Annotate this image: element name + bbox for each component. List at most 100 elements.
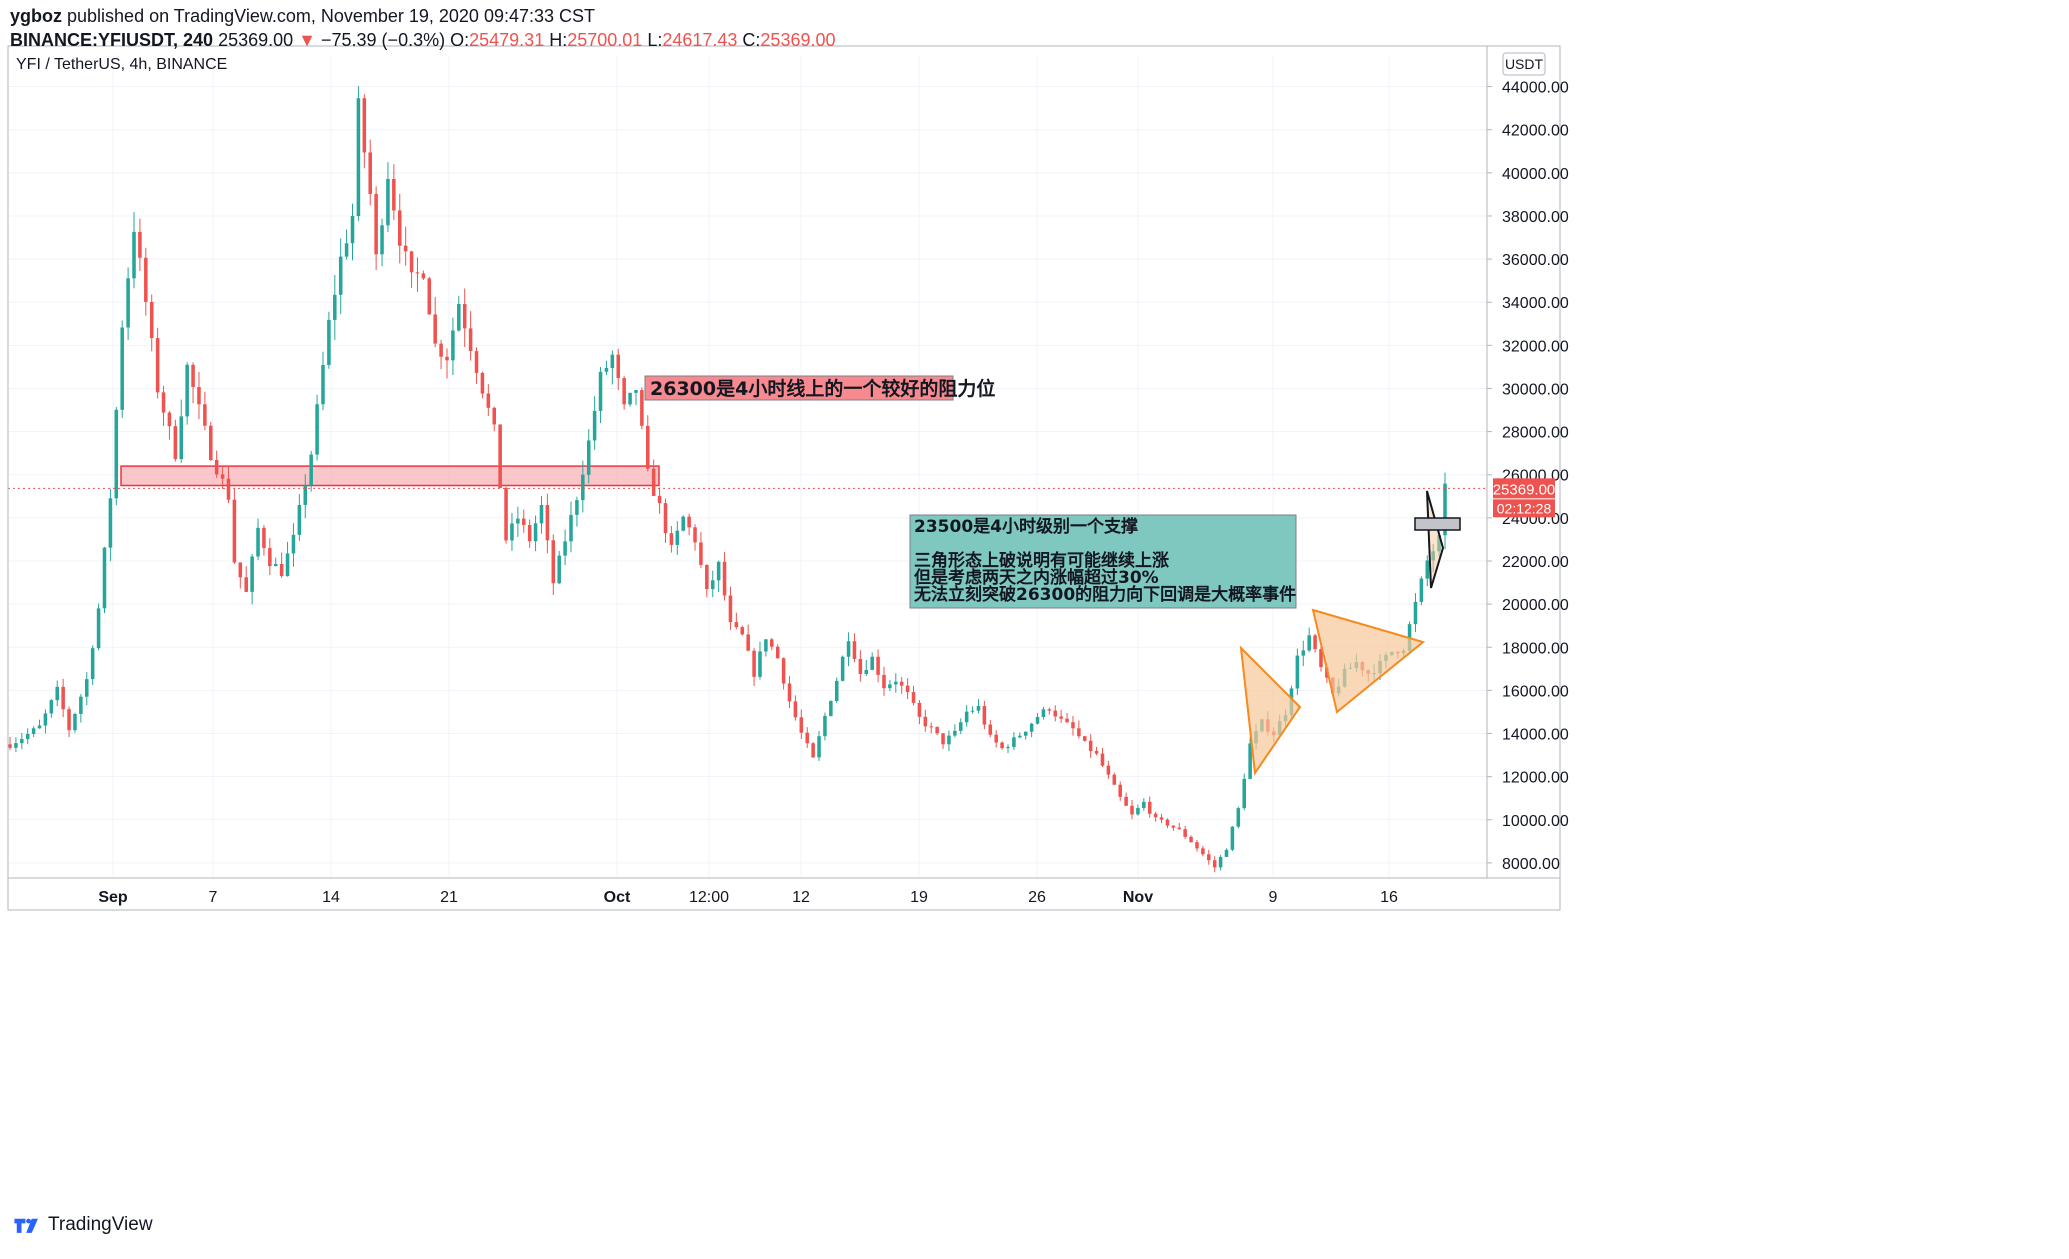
candle-body (386, 178, 390, 226)
candle-body (728, 595, 733, 623)
candle-body (167, 412, 172, 427)
y-tick-label: 22000.00 (1502, 554, 1569, 571)
candle-body (1047, 709, 1052, 711)
candle-body (433, 314, 437, 344)
y-tick-label: 20000.00 (1502, 597, 1569, 614)
candle-body (894, 681, 898, 685)
chart-legend-title: YFI / TetherUS, 4h, BINANCE (16, 56, 227, 73)
candle-body (1165, 819, 1170, 826)
candle-body (1212, 860, 1217, 868)
currency-button-label: USDT (1505, 56, 1544, 72)
candle-body (651, 468, 656, 496)
candle-body (498, 424, 502, 488)
candle-body (315, 404, 319, 455)
candle-body (1053, 710, 1058, 717)
candle-body (693, 527, 697, 543)
x-tick-label: Sep (98, 889, 128, 906)
change-arrow: ▼ (298, 30, 316, 50)
candle-body (155, 338, 160, 393)
chart-grid (8, 55, 1487, 878)
x-tick-label: 7 (209, 889, 218, 906)
candle-body (1112, 774, 1117, 785)
candle-body (1100, 753, 1105, 766)
candle-body (368, 152, 372, 194)
candle-body (610, 354, 615, 368)
y-tick-label: 12000.00 (1502, 770, 1569, 787)
candle-body (834, 680, 839, 701)
candle-body (1065, 718, 1069, 723)
candle-body (480, 372, 485, 394)
candle-body (935, 726, 939, 734)
candle-body (752, 650, 756, 677)
candle-body (451, 330, 455, 361)
candle-body (1425, 560, 1430, 579)
price-change: −75.39 (−0.3%) (321, 30, 446, 50)
candle-body (964, 711, 969, 723)
resistance-annotation-text: 26300是4小时线上的一个较好的阻力位 (650, 377, 995, 400)
triangle-pattern-2 (1311, 608, 1426, 714)
y-tick-label: 38000.00 (1502, 209, 1569, 226)
tradingview-logo-icon (14, 1218, 38, 1233)
symbol-info: BINANCE:YFIUSDT, 240 25369.00 ▼ −75.39 (… (10, 30, 836, 51)
candle-body (1124, 796, 1128, 806)
candle-body (403, 245, 408, 252)
x-tick-label: 14 (322, 889, 340, 906)
candle-body (858, 658, 863, 674)
candle-body (486, 393, 491, 408)
x-tick-label: 12 (792, 889, 810, 906)
support-annotation-box (909, 514, 1297, 609)
candle-body (409, 251, 414, 273)
candle-body (746, 634, 750, 651)
candle-body (770, 639, 774, 647)
candle-body (197, 387, 201, 405)
candle-body (338, 256, 343, 295)
resistance-annotation-box (644, 375, 954, 401)
candle-body (350, 216, 355, 244)
candle-body (557, 555, 561, 584)
candle-body (333, 294, 337, 320)
y-tick-label: 36000.00 (1502, 252, 1569, 269)
candle-body (817, 736, 821, 758)
y-tick-label: 10000.00 (1502, 813, 1569, 830)
candle-body (527, 524, 532, 542)
candle-body (191, 364, 195, 388)
candle-body (929, 726, 934, 728)
candle-body (144, 257, 148, 302)
candle-body (179, 416, 184, 460)
candle-body (262, 527, 266, 549)
candle-body (1159, 817, 1164, 820)
candle-body (1153, 813, 1158, 818)
candle-body (1177, 827, 1182, 830)
candle-body (1230, 826, 1235, 850)
candle-body (657, 495, 662, 504)
candle-body (563, 541, 567, 556)
author-name[interactable]: ygboz (10, 6, 62, 26)
candle-body (185, 364, 189, 417)
candle-body (297, 504, 302, 535)
candle-body (43, 713, 48, 726)
candle-body (474, 351, 479, 373)
candle-body (238, 562, 243, 578)
candle-body (96, 608, 101, 649)
candle-body (781, 658, 786, 684)
publish-info: ygboz published on TradingView.com, Nove… (10, 6, 595, 27)
candle-body (468, 328, 473, 352)
x-tick-label: 16 (1380, 889, 1398, 906)
y-tick-label: 28000.00 (1502, 425, 1569, 442)
candle-body (716, 561, 721, 581)
candle-body (415, 272, 420, 274)
open-value: 25479.31 (469, 30, 545, 50)
candle-body (203, 404, 207, 426)
candle-body (1248, 743, 1252, 779)
candle-body (67, 709, 71, 731)
candle-body (699, 542, 703, 565)
candle-body (55, 686, 60, 701)
candle-body (321, 364, 325, 405)
footer-brand[interactable]: TradingView (12, 1214, 153, 1236)
y-tick-label: 14000.00 (1502, 727, 1569, 744)
currency-button[interactable]: USDT (1502, 52, 1546, 76)
candle-body (982, 706, 987, 725)
candle-body (1171, 825, 1176, 828)
